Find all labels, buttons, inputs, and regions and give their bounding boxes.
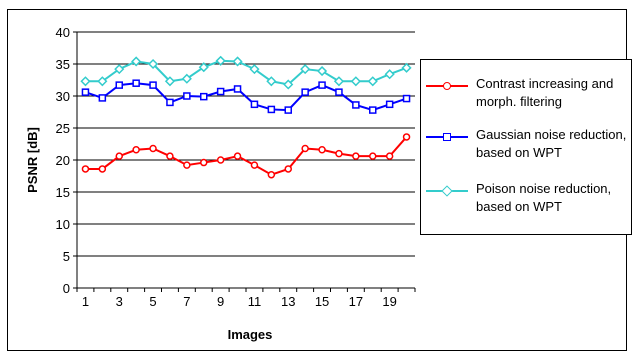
data-point xyxy=(115,152,123,160)
data-point xyxy=(132,146,140,154)
y-axis-title: PSNR [dB] xyxy=(25,127,40,193)
data-point xyxy=(198,62,209,73)
data-point xyxy=(266,76,277,87)
data-point xyxy=(115,81,123,89)
data-point xyxy=(335,149,343,158)
data-point xyxy=(301,144,309,153)
data-point xyxy=(402,133,411,141)
data-point xyxy=(318,81,326,89)
data-point xyxy=(300,64,311,75)
data-point xyxy=(114,64,125,75)
square-marker-icon xyxy=(443,133,451,141)
data-point xyxy=(402,94,411,103)
data-point xyxy=(267,170,276,179)
data-point xyxy=(367,76,378,87)
data-point xyxy=(149,144,157,153)
y-tick-label: 20 xyxy=(56,153,70,168)
data-point xyxy=(318,146,326,154)
data-point xyxy=(183,92,191,100)
data-point xyxy=(267,105,276,114)
y-tick-label: 0 xyxy=(63,281,70,296)
x-tick-label: 1 xyxy=(82,294,89,309)
series-square xyxy=(81,79,411,114)
legend-label: Poison noise reduction, based on WPT xyxy=(476,181,612,214)
data-point xyxy=(384,69,395,80)
data-point xyxy=(216,156,225,164)
data-point xyxy=(249,64,260,75)
y-tick-label: 15 xyxy=(56,185,70,200)
legend-label: Gaussian noise reduction, based on WPT xyxy=(476,127,627,160)
data-point xyxy=(401,62,412,73)
data-point xyxy=(131,56,142,67)
data-point xyxy=(232,56,243,67)
data-point xyxy=(81,165,90,173)
data-point xyxy=(233,152,242,160)
legend-item-gaussian: Gaussian noise reduction, based on WPT xyxy=(421,126,631,170)
data-point xyxy=(81,88,90,96)
y-tick-label: 25 xyxy=(56,121,70,136)
data-point xyxy=(352,152,360,160)
data-point xyxy=(283,79,294,90)
data-point xyxy=(250,100,259,109)
data-point xyxy=(97,76,108,87)
data-point xyxy=(147,58,159,70)
legend-item-contrast: Contrast increasing and morph. filtering xyxy=(421,75,631,119)
data-point xyxy=(98,165,107,173)
x-tick-label: 9 xyxy=(217,294,224,309)
x-tick-label: 3 xyxy=(116,294,123,309)
data-point xyxy=(149,81,157,89)
series-diamond xyxy=(80,55,412,90)
legend-item-poison: Poison noise reduction, based on WPT xyxy=(421,180,631,224)
data-point xyxy=(335,88,343,96)
data-point xyxy=(216,87,225,96)
data-point xyxy=(333,76,345,87)
data-point xyxy=(164,76,176,87)
data-point xyxy=(316,65,328,77)
y-tick-label: 5 xyxy=(63,249,70,264)
data-point xyxy=(98,94,107,102)
data-point xyxy=(80,76,91,87)
data-point xyxy=(352,101,360,109)
x-tick-label: 19 xyxy=(382,294,396,309)
data-point xyxy=(284,165,292,173)
data-point xyxy=(200,92,208,101)
y-tick-label: 10 xyxy=(56,217,70,232)
x-axis-title: Images xyxy=(228,327,273,342)
legend: Contrast increasing and morph. filtering… xyxy=(420,59,632,235)
y-tick-label: 40 xyxy=(56,25,70,40)
legend-label: Contrast increasing and morph. filtering xyxy=(476,76,614,109)
x-tick-label: 11 xyxy=(248,294,262,309)
data-point xyxy=(350,76,361,87)
data-point xyxy=(181,73,192,84)
data-point xyxy=(385,100,394,109)
data-point xyxy=(284,106,292,114)
data-point xyxy=(183,161,191,169)
data-point xyxy=(385,152,394,160)
x-tick-label: 7 xyxy=(183,294,190,309)
y-tick-label: 30 xyxy=(56,89,70,104)
diamond-marker-icon xyxy=(441,185,453,197)
data-point xyxy=(301,88,309,96)
x-tick-label: 15 xyxy=(315,294,329,309)
data-point xyxy=(215,55,226,66)
x-tick-label: 17 xyxy=(349,294,363,309)
data-point xyxy=(369,152,377,160)
data-point xyxy=(132,79,140,87)
y-tick-label: 35 xyxy=(56,57,70,72)
data-point xyxy=(166,98,174,107)
circle-marker-icon xyxy=(443,82,451,90)
x-tick-label: 13 xyxy=(281,294,295,309)
x-tick-label: 5 xyxy=(149,294,156,309)
data-point xyxy=(166,152,174,160)
series-circle xyxy=(81,133,411,179)
data-point xyxy=(233,85,242,93)
data-point xyxy=(250,161,259,169)
data-point xyxy=(369,106,377,114)
data-point xyxy=(200,158,208,167)
